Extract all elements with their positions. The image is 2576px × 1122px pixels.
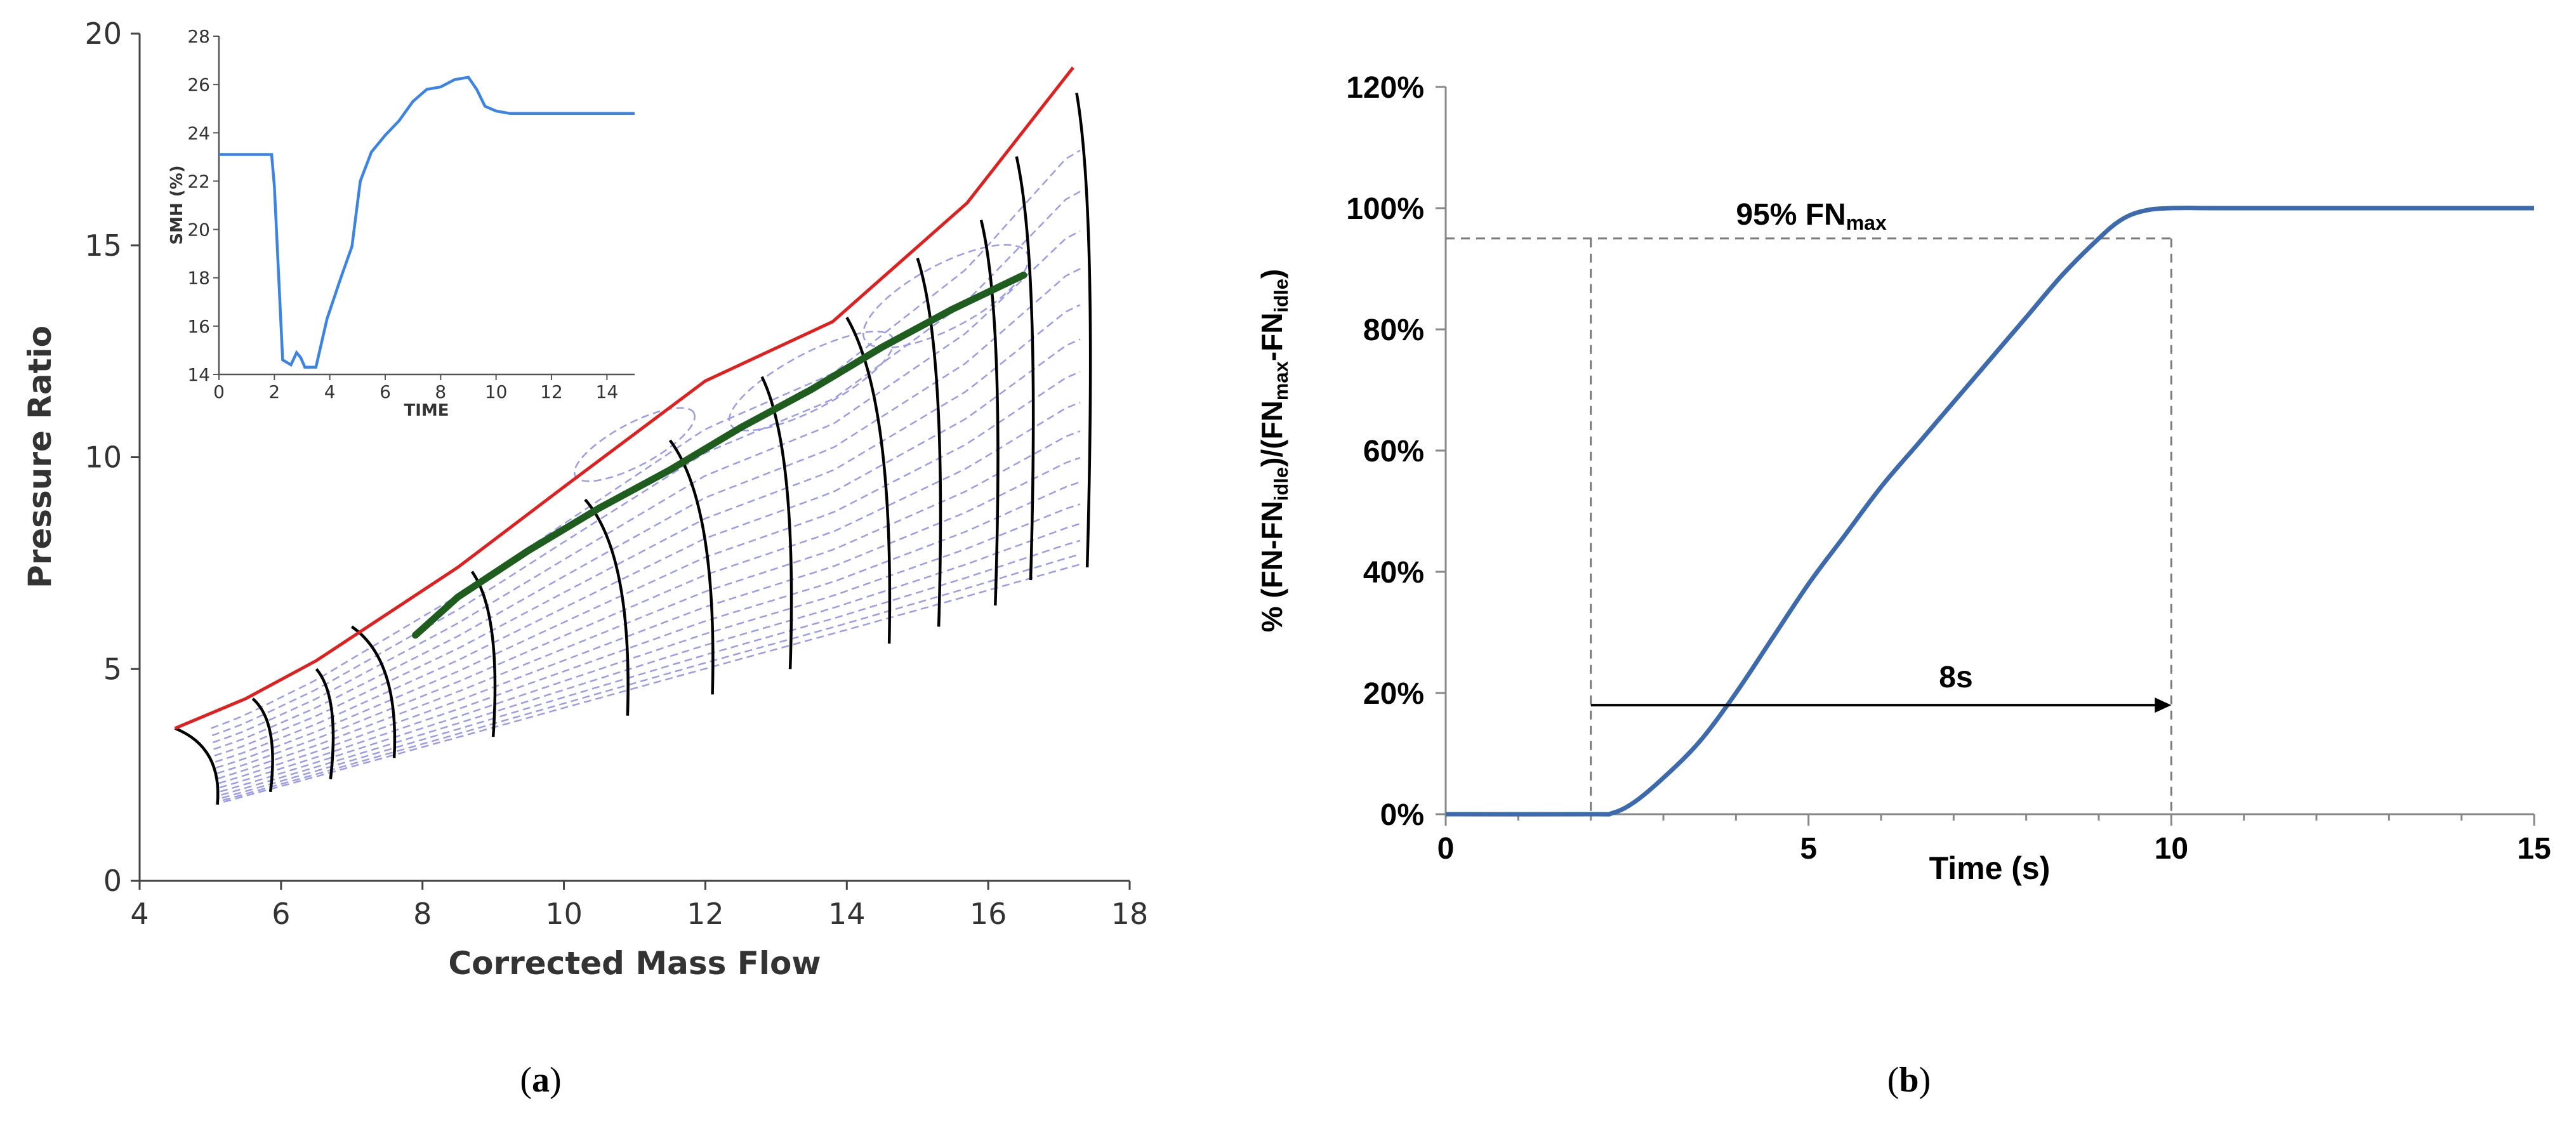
x-ticks-b: 0 5 10 15 bbox=[1437, 814, 2551, 866]
inset-y-tick-label: 16 bbox=[187, 316, 210, 337]
y-ticks-b: 0% 20% 40% 60% 80% 100% 120% bbox=[1346, 71, 1446, 832]
efficiency-contours bbox=[211, 149, 1081, 803]
y-tick-label-b: 60% bbox=[1363, 435, 1424, 468]
speed-line bbox=[845, 317, 892, 644]
speed-line bbox=[584, 498, 630, 716]
inset-x-label: TIME bbox=[404, 401, 449, 420]
duration-label: 8s bbox=[1939, 661, 1972, 694]
threshold-label: 95% FNmax bbox=[1736, 198, 1887, 234]
operating-line bbox=[412, 272, 1027, 639]
speed-lines bbox=[174, 93, 1092, 805]
y-axis-label-b: % (FN-FNidle)/(FNmax-FNidle) bbox=[1255, 269, 1292, 633]
efficiency-contour bbox=[214, 304, 1081, 756]
efficiency-contour bbox=[216, 371, 1081, 769]
speed-line bbox=[668, 439, 715, 695]
efficiency-contour bbox=[221, 523, 1081, 796]
caption-a: (a) bbox=[520, 1060, 561, 1100]
inset-x-tick-label: 0 bbox=[213, 381, 225, 402]
panel-b: 0 5 10 15 0% 20% 40% 60% 80% 100% 120% 8s 95% FNm… bbox=[1255, 71, 2551, 1100]
speed-line bbox=[251, 697, 274, 793]
inset-x-tick-label: 4 bbox=[324, 381, 336, 402]
efficiency-contour bbox=[223, 564, 1081, 803]
inset-y-label: SMH (%) bbox=[168, 165, 187, 244]
y-tick-label-a: 15 bbox=[84, 228, 122, 263]
x-tick-label-b: 0 bbox=[1437, 832, 1455, 866]
inset-y-tick-label: 28 bbox=[187, 26, 210, 47]
y-tick-label-a: 5 bbox=[103, 652, 122, 686]
speed-line bbox=[174, 727, 220, 805]
x-tick-label-b: 10 bbox=[2155, 832, 2188, 866]
speed-line bbox=[1075, 93, 1092, 568]
y-tick-label-a: 10 bbox=[84, 440, 122, 475]
speed-line bbox=[979, 220, 1000, 606]
inset-x-tick-label: 12 bbox=[540, 381, 563, 402]
thrust-response-line bbox=[1445, 206, 2534, 817]
x-tick-label-b: 5 bbox=[1800, 832, 1817, 866]
x-axis-label-b: Time (s) bbox=[1929, 850, 2051, 886]
inset-y-ticks: 14 16 18 20 22 24 26 28 bbox=[187, 26, 219, 385]
x-ticks-a: 4 6 8 10 12 14 16 18 bbox=[130, 881, 1148, 931]
x-axis-label-a: Corrected Mass Flow bbox=[448, 945, 821, 982]
x-tick-label-a: 4 bbox=[130, 897, 149, 931]
x-tick-label-a: 14 bbox=[828, 897, 866, 931]
x-tick-label-a: 16 bbox=[970, 897, 1007, 931]
inset-y-tick-label: 24 bbox=[187, 122, 210, 143]
efficiency-contour bbox=[218, 457, 1081, 784]
speed-line bbox=[916, 258, 942, 627]
inset-x-tick-label: 8 bbox=[435, 381, 446, 402]
y-tick-label-b: 0% bbox=[1380, 798, 1424, 832]
inset-x-ticks: 0 2 4 6 8 10 12 14 bbox=[213, 374, 618, 402]
inset-x-tick-label: 10 bbox=[485, 381, 508, 402]
speed-line bbox=[1015, 156, 1035, 581]
speed-line bbox=[760, 376, 793, 670]
inset-y-tick-label: 20 bbox=[187, 220, 210, 241]
x-tick-label-a: 10 bbox=[545, 897, 583, 931]
efficiency-contour bbox=[222, 553, 1081, 802]
y-tick-label-a: 0 bbox=[103, 864, 122, 898]
inset-y-tick-label: 26 bbox=[187, 74, 210, 95]
y-tick-label-b: 40% bbox=[1363, 556, 1424, 590]
surge-line bbox=[174, 66, 1074, 730]
efficiency-contour bbox=[211, 149, 1081, 729]
inset-x-tick-label: 2 bbox=[268, 381, 280, 402]
speed-line bbox=[315, 668, 335, 780]
y-tick-label-b: 120% bbox=[1346, 71, 1424, 105]
inset-x-tick-label: 6 bbox=[380, 381, 391, 402]
inset-y-tick-label: 22 bbox=[187, 171, 210, 192]
efficiency-contour bbox=[216, 401, 1081, 774]
x-tick-label-a: 18 bbox=[1111, 897, 1149, 931]
efficiency-contour bbox=[221, 539, 1081, 799]
efficiency-contour bbox=[213, 268, 1081, 750]
x-tick-label-a: 6 bbox=[272, 897, 290, 931]
efficiency-contour bbox=[211, 190, 1081, 737]
caption-b: (b) bbox=[1887, 1060, 1931, 1100]
y-tick-label-b: 80% bbox=[1363, 314, 1424, 347]
efficiency-contour bbox=[220, 503, 1081, 793]
duration-arrowhead bbox=[2155, 697, 2172, 713]
efficiency-contour bbox=[215, 338, 1081, 763]
inset-y-tick-label: 14 bbox=[187, 364, 210, 385]
y-tick-label-a: 20 bbox=[84, 16, 122, 51]
efficiency-island bbox=[862, 244, 1029, 349]
efficiency-contour bbox=[219, 481, 1081, 789]
y-ticks-a: 0 5 10 15 20 bbox=[84, 16, 140, 898]
x-tick-label-a: 8 bbox=[413, 897, 432, 931]
efficiency-island bbox=[573, 407, 696, 482]
inset-smh-line bbox=[219, 76, 635, 369]
inset-x-tick-label: 14 bbox=[596, 381, 619, 402]
x-tick-label-b: 15 bbox=[2517, 832, 2551, 866]
speed-line bbox=[351, 625, 397, 758]
y-axis-label-a: Pressure Ratio bbox=[22, 326, 58, 588]
y-tick-label-b: 100% bbox=[1346, 192, 1424, 226]
inset-y-tick-label: 18 bbox=[187, 268, 210, 289]
y-tick-label-b: 20% bbox=[1363, 677, 1424, 711]
x-tick-label-a: 12 bbox=[687, 897, 724, 931]
efficiency-contour bbox=[217, 430, 1081, 779]
